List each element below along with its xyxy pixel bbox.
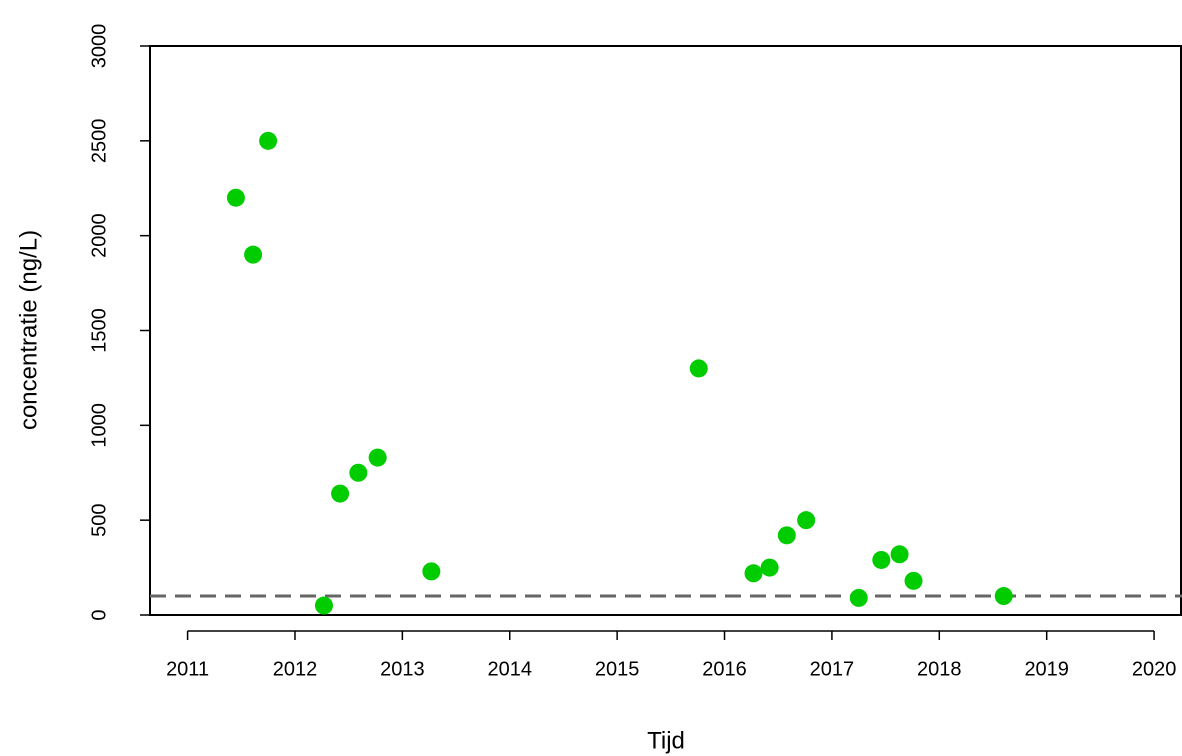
point [422,562,441,581]
point [244,245,263,264]
point [331,484,350,503]
x-tick-label: 2018 [917,658,962,680]
y-tick-label: 2000 [88,213,110,258]
x-tick-label: 2013 [380,658,425,680]
x-tick-label: 2011 [166,658,209,680]
y-tick-label: 3000 [88,24,110,69]
point [797,511,816,530]
x-tick-label: 2020 [1132,658,1177,680]
y-axis-title: concentratie (ng/L) [15,230,42,430]
y-tick-label: 2500 [88,119,110,164]
plot-box [149,45,1182,616]
point [872,550,891,569]
point [314,596,333,615]
point [760,558,779,577]
point [777,526,796,545]
point [368,448,387,467]
point [994,587,1013,606]
point [259,131,278,150]
point [904,571,923,590]
x-tick-label: 2015 [595,658,640,680]
y-tick-label: 0 [88,609,110,620]
point [890,545,909,564]
y-tick-label: 1000 [88,403,110,448]
point [349,463,368,482]
point [849,588,868,607]
point [689,359,708,378]
x-axis-title: Tijd [647,727,685,754]
point [226,188,245,207]
y-tick-label: 500 [88,503,110,536]
x-tick-label: 2016 [702,658,747,680]
x-tick-label: 2014 [488,658,533,680]
y-tick-label: 1500 [88,308,110,353]
x-tick-label: 2019 [1024,658,1069,680]
x-tick-label: 2017 [810,658,855,680]
x-tick-label: 2012 [273,658,318,680]
point [744,564,763,583]
